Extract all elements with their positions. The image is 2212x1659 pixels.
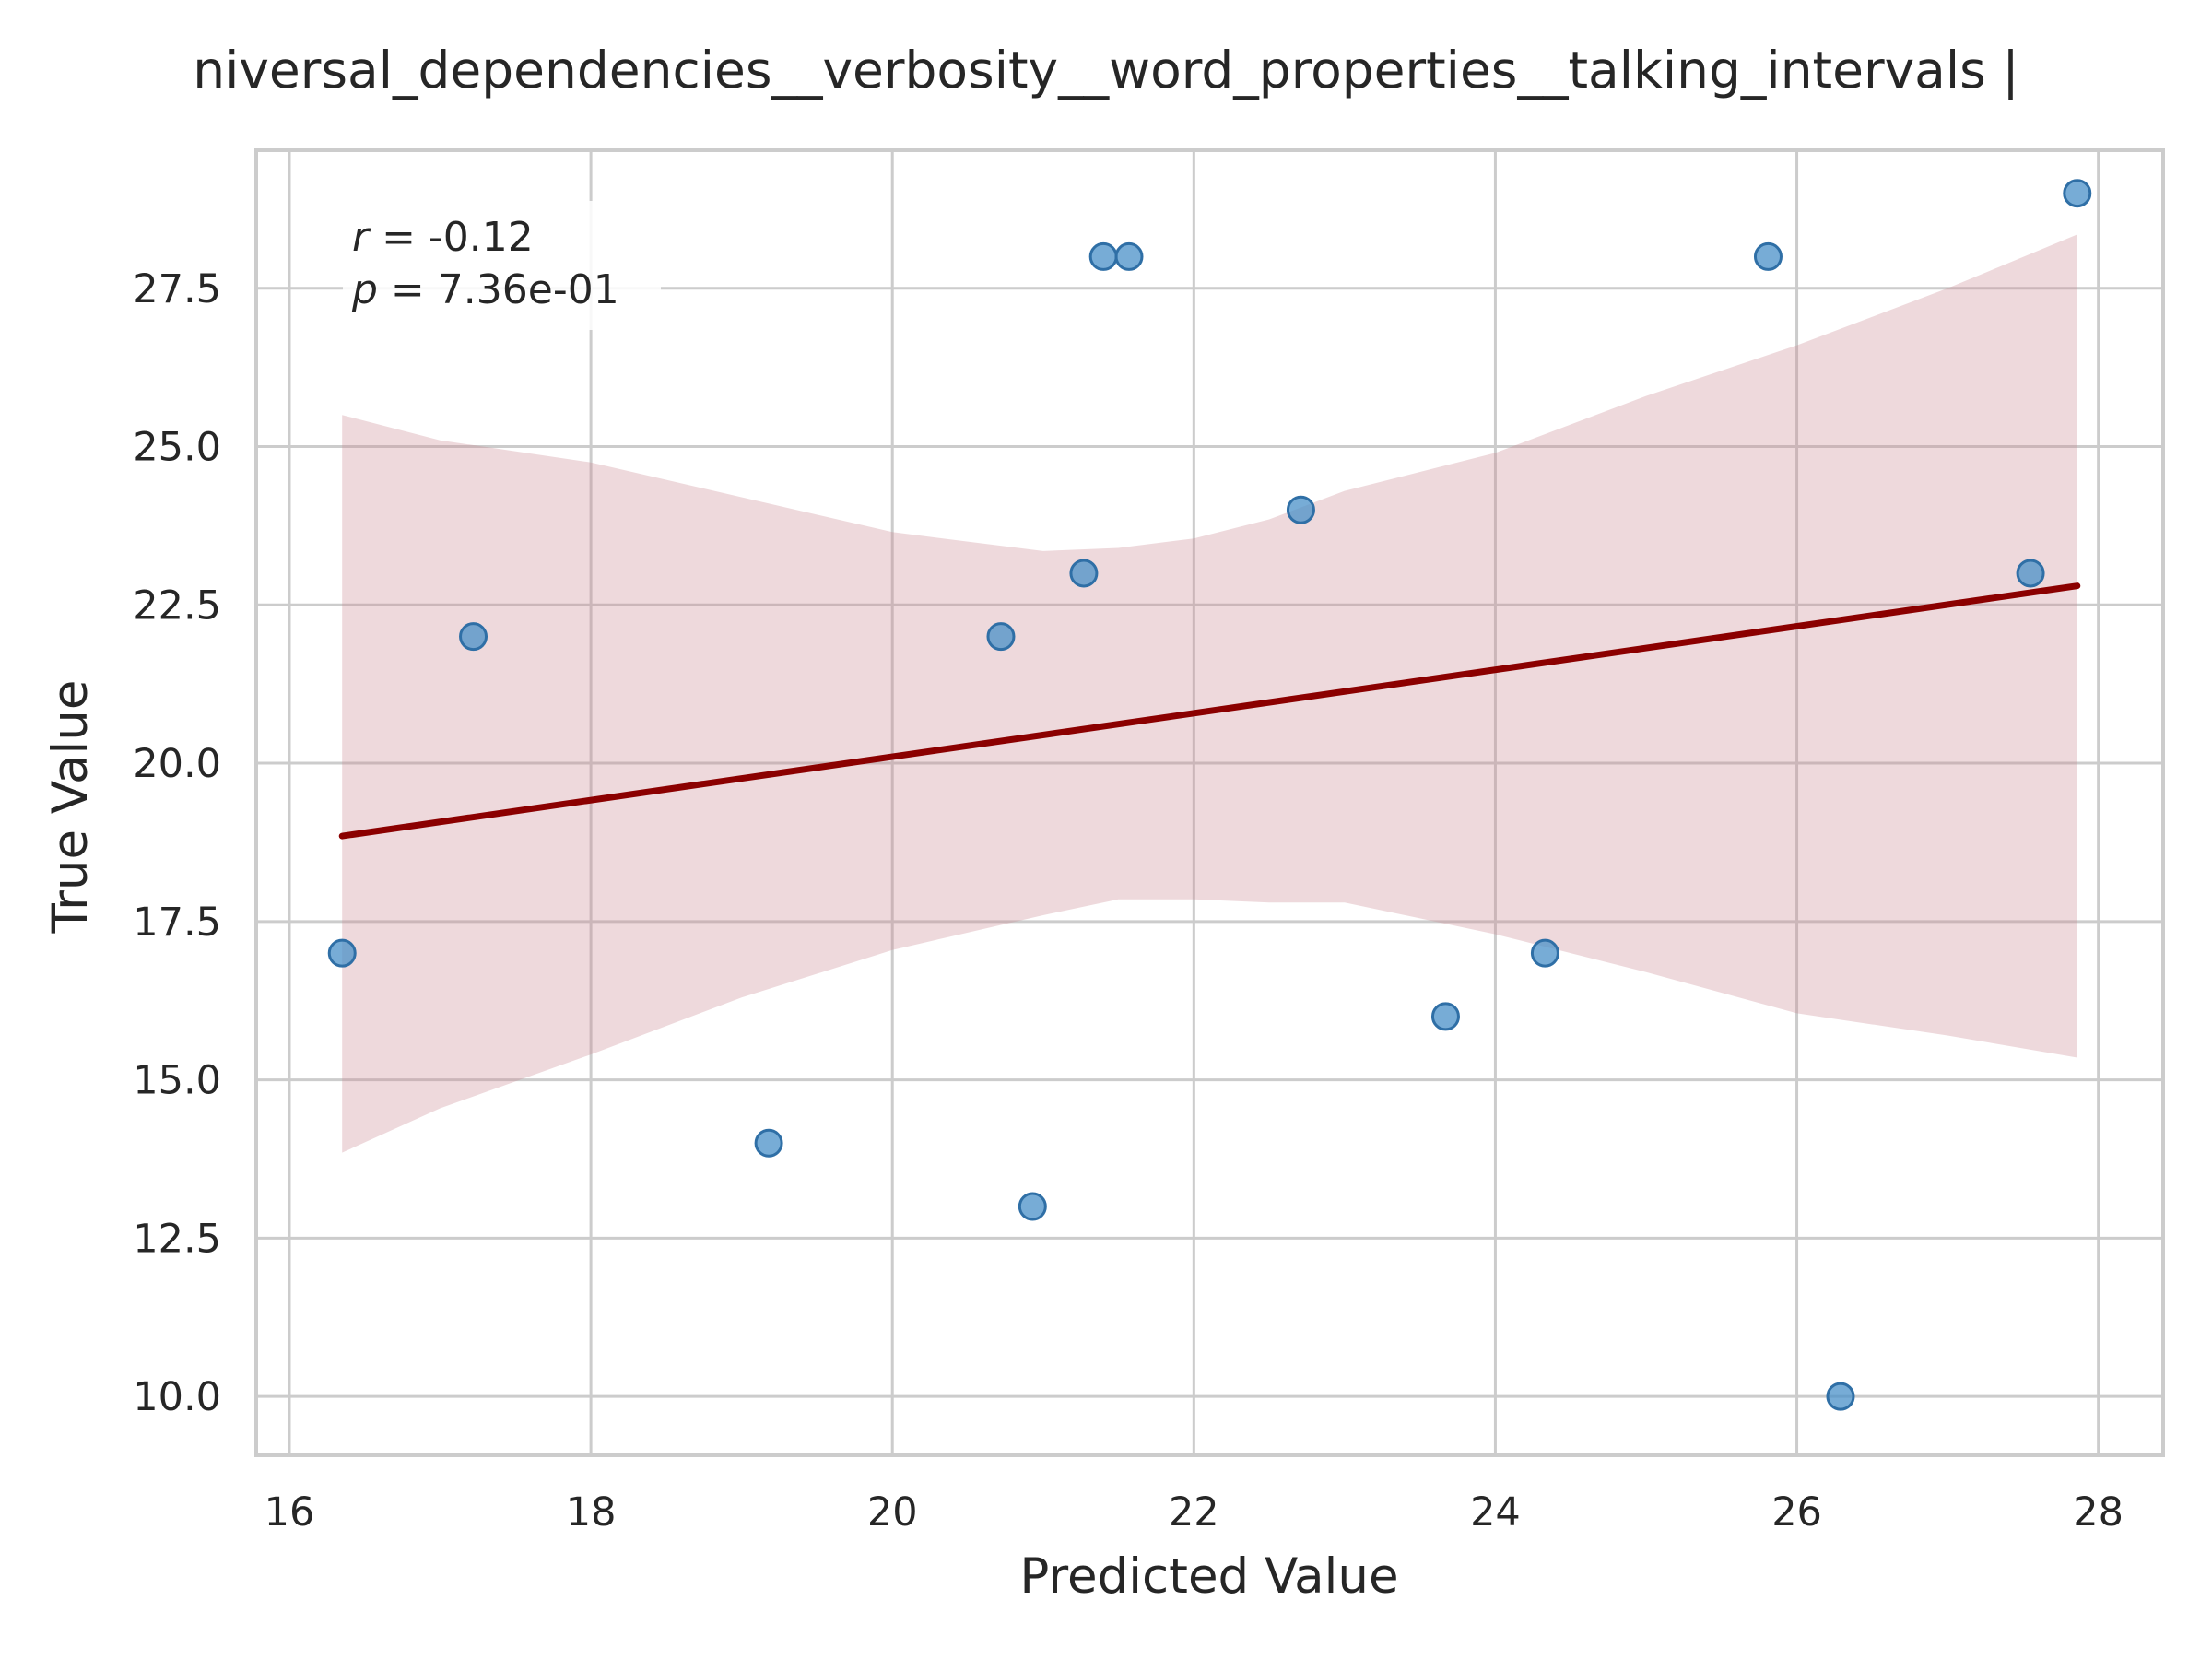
y-tick-labels: 10.0 12.5 15.0 17.5 20.0 22.5 25.0 27.5 [133, 266, 221, 1420]
y-axis-label: True Value [42, 680, 99, 935]
data-point [1286, 495, 1315, 524]
y-tick-label: 22.5 [133, 582, 221, 629]
data-point [1826, 1382, 1855, 1411]
x-tick-label: 22 [1169, 1489, 1219, 1535]
stats-annotation: r = -0.12 p = 7.36e-01 [343, 201, 661, 330]
data-point [1088, 241, 1118, 271]
chart-title: niversal_dependencies__verbosity__word_p… [193, 41, 2019, 100]
annotation-box [343, 201, 661, 330]
x-tick-label: 24 [1470, 1489, 1521, 1535]
x-axis-label: Predicted Value [1019, 1548, 1398, 1605]
data-point [2063, 179, 2092, 208]
data-points [327, 179, 2092, 1411]
r-value: = -0.12 [369, 214, 534, 261]
data-point [327, 938, 357, 968]
y-tick-label: 15.0 [133, 1058, 221, 1104]
y-tick-label: 27.5 [133, 266, 221, 312]
r-symbol: r [352, 214, 371, 261]
data-point [1018, 1192, 1047, 1221]
confidence-band [342, 234, 2077, 1153]
confidence-band-layer [342, 234, 2077, 1153]
data-point [1114, 241, 1144, 271]
y-tick-label: 10.0 [133, 1374, 221, 1420]
x-tick-label: 26 [1771, 1489, 1822, 1535]
y-tick-label: 20.0 [133, 741, 221, 787]
r-annotation: r = -0.12 [352, 214, 534, 261]
y-tick-label: 17.5 [133, 900, 221, 946]
y-tick-label: 12.5 [133, 1216, 221, 1262]
data-point [1069, 559, 1099, 588]
data-point [1530, 938, 1559, 968]
x-tick-label: 28 [2073, 1489, 2124, 1535]
regression-line-layer [338, 582, 2081, 840]
data-point [754, 1128, 783, 1158]
data-point [1430, 1002, 1460, 1031]
plot-frame [254, 148, 2165, 1457]
regression-line [338, 582, 2081, 840]
x-tick-label: 20 [867, 1489, 918, 1535]
data-point [986, 622, 1016, 652]
x-tick-label: 18 [566, 1489, 617, 1535]
p-value: = 7.36e-01 [378, 266, 619, 313]
grid-lines [256, 150, 2163, 1455]
data-point [2016, 559, 2045, 588]
data-point [1753, 241, 1783, 271]
p-symbol: p [351, 266, 378, 313]
data-point [459, 622, 488, 652]
y-tick-label: 25.0 [133, 425, 221, 471]
x-tick-label: 16 [265, 1489, 315, 1535]
p-annotation: p = 7.36e-01 [351, 266, 619, 313]
x-tick-labels: 16 18 20 22 24 26 28 [265, 1489, 2124, 1535]
